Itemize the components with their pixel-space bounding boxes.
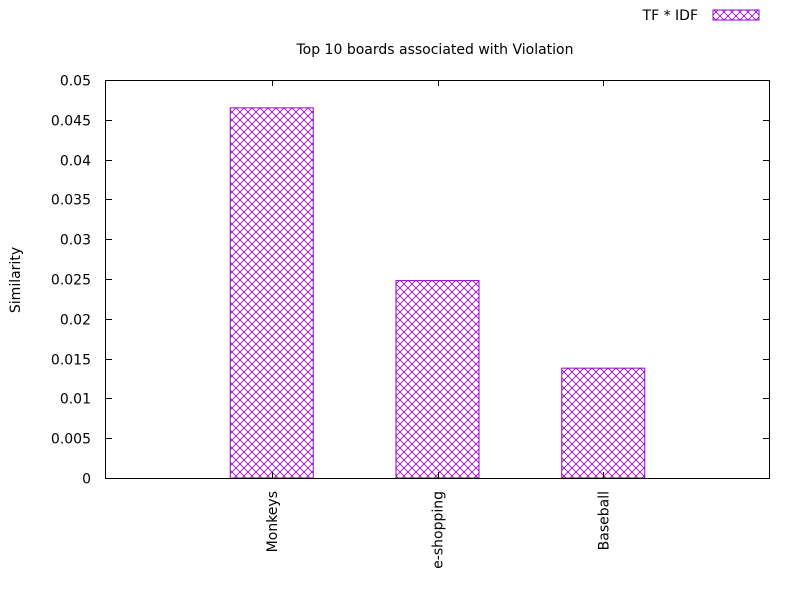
plot-frame (105, 80, 770, 479)
y-tick-label: 0.015 (51, 353, 91, 369)
x-axis-ticks: Monkeys e-shopping Baseball (265, 80, 612, 569)
y-tick-label: 0.02 (60, 313, 91, 329)
y-tick-label: 0.01 (60, 392, 91, 408)
bars (229, 107, 646, 479)
y-tick-label: 0.025 (51, 273, 91, 289)
y-axis-ticks: 0 0.005 0.01 0.015 0.02 0.025 0.03 0.035 0.04 0.0… (51, 74, 769, 488)
legend-swatch (712, 9, 760, 21)
x-tick-label: Monkeys (265, 491, 281, 552)
y-tick-label: 0.05 (60, 74, 91, 90)
y-tick-label: 0.005 (51, 432, 91, 448)
x-tick-label: e-shopping (431, 491, 447, 569)
bar-baseball (561, 367, 646, 479)
y-tick-label: 0.035 (51, 193, 91, 209)
y-tick-label: 0.045 (51, 114, 91, 130)
y-tick-label: 0 (82, 472, 91, 488)
y-tick-label: 0.03 (60, 233, 91, 249)
chart-title: Top 10 boards associated with Violation (295, 42, 573, 58)
legend-label: TF * IDF (642, 8, 698, 24)
bar-monkeys (229, 107, 314, 479)
legend: TF * IDF (642, 8, 760, 24)
bar-e-shopping (395, 280, 480, 479)
y-axis-label: Similarity (8, 247, 24, 313)
x-tick-label: Baseball (596, 491, 612, 550)
y-tick-label: 0.04 (60, 154, 91, 170)
